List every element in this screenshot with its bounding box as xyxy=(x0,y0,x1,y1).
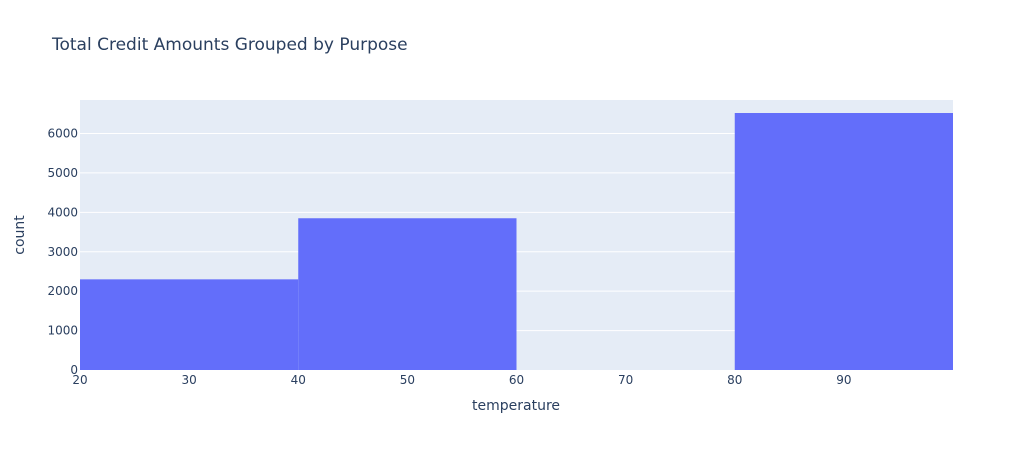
histogram-bar xyxy=(298,218,517,370)
x-tick-label: 60 xyxy=(509,373,524,387)
bars xyxy=(80,113,953,371)
x-tick-label: 80 xyxy=(727,373,742,387)
y-tick-label: 5000 xyxy=(47,166,78,180)
y-tick-label: 4000 xyxy=(47,205,78,219)
histogram-bar xyxy=(80,279,299,370)
x-tick-label: 90 xyxy=(836,373,851,387)
x-tick-label: 40 xyxy=(291,373,306,387)
x-tick-label: 70 xyxy=(618,373,633,387)
y-tick-label: 3000 xyxy=(47,245,78,259)
x-tick-label: 20 xyxy=(72,373,87,387)
y-tick-label: 1000 xyxy=(47,324,78,338)
chart-title: Total Credit Amounts Grouped by Purpose xyxy=(51,35,408,55)
x-axis-ticks: 20 30 40 50 60 70 80 90 xyxy=(72,373,851,387)
x-axis-title: temperature xyxy=(472,398,560,414)
x-tick-label: 50 xyxy=(400,373,415,387)
histogram-bar xyxy=(734,113,953,371)
y-axis-title: count xyxy=(12,215,28,255)
y-axis-ticks: 0 1000 2000 3000 4000 5000 6000 xyxy=(47,127,78,377)
y-tick-label: 0 xyxy=(70,363,78,377)
y-tick-label: 2000 xyxy=(47,284,78,298)
x-tick-label: 30 xyxy=(181,373,196,387)
y-tick-label: 6000 xyxy=(47,127,78,141)
